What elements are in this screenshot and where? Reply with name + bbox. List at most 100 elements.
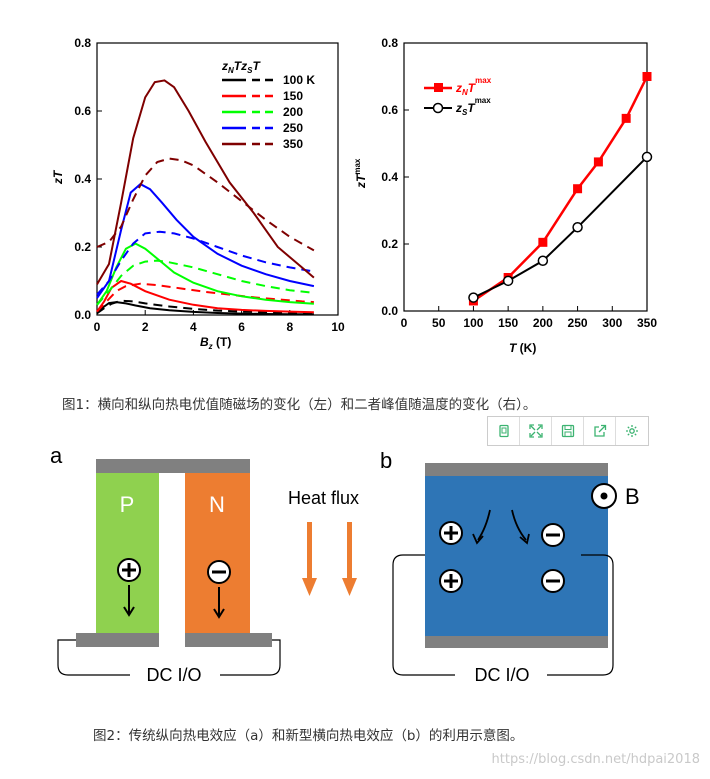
right-x-tick-label: 350 [637,316,657,330]
left-y-tick-label: 0.0 [74,308,91,322]
chart-left: 0 2 4 6 8 10 0.0 0.2 0.4 0.6 0.8 zT Bz (T) 100 K 15… [51,36,345,351]
legend-label: 350 [283,137,303,151]
left-y-tick-label: 0.4 [74,172,91,186]
series-line-250-dashed [96,230,315,296]
series-line-150-solid [96,279,314,314]
watermark: https://blog.csdn.net/hdpai2018 [491,752,700,767]
legend-zs-marker [432,102,444,114]
left-y-tick-label: 0.6 [74,104,91,118]
left-x-tick-label: 4 [190,320,197,334]
image-toolbar [487,416,649,446]
data-point-zn [621,113,631,123]
heat-flux-label: Heat flux [288,488,359,508]
right-x-tick-label: 300 [602,316,622,330]
data-point-zs [537,255,549,266]
legend-zn-marker [434,83,443,92]
figure1-charts: 0 2 4 6 8 10 0.0 0.2 0.4 0.6 0.8 zT Bz (T) 100 K 15… [51,36,657,355]
right-y-tick-label: 0.4 [381,170,398,184]
series-line-250-solid [96,182,315,299]
top-contact-b [425,463,608,476]
left-x-tick-label: 0 [94,320,101,334]
data-point-zn [573,184,583,194]
panel-a-label: a [50,443,63,468]
left-ticks: 0 2 4 6 8 10 0.0 0.2 0.4 0.6 0.8 [74,36,345,334]
data-point-zs [468,292,479,303]
left-y-tick-label: 0.8 [74,36,91,50]
bottom-contact-n [185,633,272,647]
copy-icon[interactable] [488,417,520,445]
series-line-100K-solid [96,301,314,316]
right-x-tick-label: 150 [498,316,518,330]
series-line-150-dashed [96,282,314,313]
figure2-schematic: a P N DC I/O Heat flux b B [50,443,640,685]
figure2-caption: 图2：传统纵向热电效应（a）和新型横向热电效应（b）的利用示意图。 [93,728,524,744]
save-icon[interactable] [552,417,584,445]
data-point-zn [593,157,603,167]
electron-charge-icon [541,523,565,547]
electron-charge-icon [541,569,565,593]
top-contact-a [96,459,250,473]
n-label: N [209,492,225,517]
series-line-350-solid [96,79,315,285]
series-line-zNTmax [472,75,649,302]
settings-icon[interactable] [616,417,648,445]
legend-label: 200 [283,105,303,119]
legend-label: 100 K [283,73,315,87]
hole-charge-icon [439,521,463,545]
series-line-200-dashed [96,259,315,306]
right-x-tick-label: 0 [401,316,408,330]
legend-label: 250 [283,121,303,135]
b-field-icon [591,483,617,509]
left-x-tick-label: 10 [331,320,345,334]
p-leg [96,473,159,633]
electron-deflect-arrow [511,509,527,541]
p-label: P [120,492,135,517]
right-xlabel: T (K) [509,341,536,355]
dc-label-b: DC I/O [474,665,529,685]
hole-charge-icon [117,558,141,582]
left-x-tick-label: 2 [142,320,149,334]
hole-charge-icon [439,569,463,593]
series-line-100K-dashed [96,299,314,315]
legend-zn-label: zNTmax [455,76,492,97]
right-y-tick-label: 0.0 [381,304,398,318]
bottom-contact-p [76,633,159,647]
right-x-tick-label: 200 [533,316,553,330]
right-ylabel: zTmax [353,158,368,189]
bottom-contact-b [425,636,608,648]
right-y-tick-label: 0.8 [381,36,398,50]
share-icon[interactable] [584,417,616,445]
right-legend: zNTmax zSTmax [424,76,492,117]
right-ticks: 0 50 100 150 200 250 300 350 0.0 0.2 0.4 0.6 0.8 [381,36,657,330]
b-field-label: B [625,484,640,509]
right-y-tick-label: 0.2 [381,237,398,251]
left-x-tick-label: 8 [286,320,293,334]
electron-charge-icon [207,560,231,584]
right-series [468,72,653,306]
data-point-zn [642,72,652,81]
n-leg [185,473,250,633]
heat-arrow-1 [307,522,312,582]
transverse-block [425,476,608,636]
figure1-caption: 图1：横向和纵向热电优值随磁场的变化（左）和二者峰值随温度的变化（右）。 [62,397,537,413]
series-line-350-dashed [96,157,315,252]
data-point-zs [502,275,514,287]
series-line-200-solid [96,242,314,306]
heat-arrow-2 [347,522,352,582]
fullscreen-icon[interactable] [520,417,552,445]
right-x-tick-label: 100 [463,316,483,330]
left-legend-header: zNTzST [221,59,261,75]
left-x-tick-label: 6 [238,320,245,334]
left-ylabel: zT [51,169,65,185]
left-xlabel: Bz (T) [200,335,231,351]
series-line-zSTmax [472,156,648,299]
hole-deflect-arrow [477,509,491,541]
legend-label: 150 [283,89,303,103]
left-series [96,79,315,316]
data-point-zs [572,222,583,233]
data-point-zs [641,151,653,163]
panel-b-label: b [380,448,392,473]
right-x-tick-label: 50 [432,316,446,330]
left-y-tick-label: 0.2 [74,240,91,254]
data-point-zn [538,237,548,247]
